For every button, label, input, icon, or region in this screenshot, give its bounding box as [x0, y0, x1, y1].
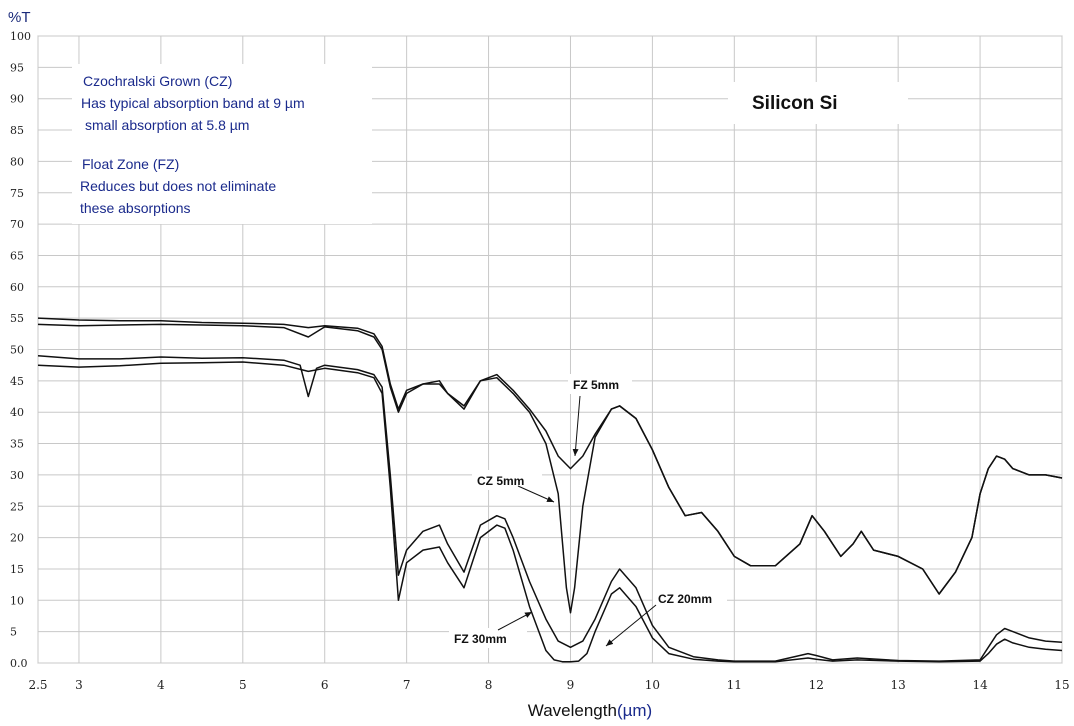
y-tick-label: 10 — [10, 594, 24, 607]
y-tick-label: 70 — [10, 218, 24, 231]
x-axis-label-text: Wavelength — [528, 701, 617, 720]
label-cz-5mm: CZ 5mm — [477, 474, 524, 488]
x-axis-label: Wavelength(µm) — [528, 701, 652, 720]
label-bg-cz5 — [472, 470, 542, 490]
y-tick-label: 80 — [10, 155, 24, 168]
y-tick-label: 0.0 — [10, 657, 28, 670]
x-tick-label: 10 — [645, 678, 660, 692]
x-tick-label: 8 — [485, 678, 493, 692]
x-tick-label: 2.5 — [28, 678, 47, 692]
y-tick-label: 90 — [10, 93, 24, 106]
x-tick-label: 15 — [1054, 678, 1069, 692]
y-tick-label: 45 — [10, 375, 24, 388]
x-tick-label: 14 — [972, 678, 988, 692]
series-lines — [37, 317, 1063, 663]
x-tick-label: 13 — [891, 678, 906, 692]
x-tick-label: 4 — [157, 678, 165, 692]
y-tick-label: 75 — [10, 187, 24, 200]
label-bg-fz5 — [568, 374, 632, 394]
annotation-fz-title: Float Zone (FZ) — [82, 156, 179, 172]
y-tick-label: 35 — [10, 438, 24, 451]
y-tick-label: 55 — [10, 312, 24, 325]
y-tick-labels: 0.0 5 10 15 20 25 30 35 40 45 50 55 60 65 70 75 80 85 90 95… — [10, 30, 31, 670]
label-bg-fz30 — [449, 628, 527, 648]
label-cz-20mm: CZ 20mm — [658, 592, 712, 606]
title-box — [728, 82, 908, 124]
y-tick-label: 65 — [10, 249, 24, 262]
arrow-cz-20mm — [605, 604, 657, 647]
annotation-cz-line3: small absorption at 5.8 µm — [85, 117, 249, 133]
x-tick-label: 9 — [567, 678, 575, 692]
y-tick-label: 25 — [10, 500, 24, 513]
y-axis-label: %T — [8, 9, 31, 26]
y-tick-label: 30 — [10, 469, 24, 482]
label-fz-30mm: FZ 30mm — [454, 632, 507, 646]
y-tick-label: 5 — [10, 626, 17, 639]
x-tick-label: 12 — [809, 678, 824, 692]
label-bg-cz20 — [653, 588, 727, 608]
series-line-4 — [37, 361, 1063, 663]
chart-title: Silicon Si — [752, 93, 838, 114]
annotation-box — [72, 64, 372, 224]
x-tick-label: 3 — [75, 678, 83, 692]
x-tick-labels: 2.5 3 4 5 6 7 8 9 10 11 12 13 14 15 — [28, 678, 1069, 692]
x-tick-label: 7 — [403, 678, 411, 692]
y-tick-label: 20 — [10, 532, 24, 545]
x-axis-unit: (µm) — [617, 701, 652, 720]
y-tick-label: 60 — [10, 281, 24, 294]
annotation-cz-title: Czochralski Grown (CZ) — [83, 73, 232, 89]
x-tick-label: 11 — [727, 678, 742, 692]
series-line-3 — [37, 355, 1063, 662]
y-tick-label: 50 — [10, 344, 24, 357]
y-tick-label: 40 — [10, 406, 24, 419]
arrow-fz-30mm — [497, 611, 533, 631]
x-tick-label: 5 — [239, 678, 247, 692]
x-tick-label: 6 — [321, 678, 329, 692]
y-tick-label: 85 — [10, 124, 24, 137]
arrow-fz-5mm — [572, 395, 581, 457]
arrow-cz-5mm — [517, 485, 555, 503]
y-tick-label: 15 — [10, 563, 24, 576]
annotation-fz-line2: Reduces but does not eliminate — [80, 178, 276, 194]
annotation-fz-line3: these absorptions — [80, 200, 191, 216]
y-tick-label: 100 — [10, 30, 31, 43]
series-line-2 — [37, 323, 1063, 614]
label-fz-5mm: FZ 5mm — [573, 378, 619, 392]
series-line-1 — [37, 317, 1063, 595]
annotation-cz-line2: Has typical absorption band at 9 µm — [81, 95, 305, 111]
y-tick-label: 95 — [10, 61, 24, 74]
